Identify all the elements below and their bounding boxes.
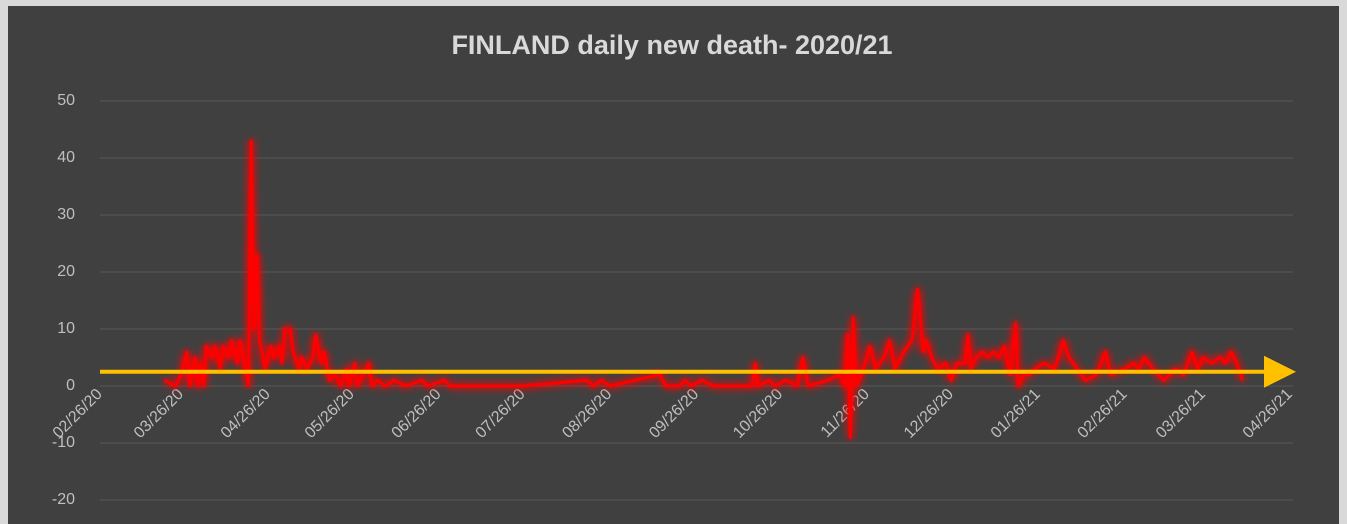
y-tick-label: 50 bbox=[57, 92, 75, 109]
chart-background bbox=[8, 6, 1339, 524]
data-line bbox=[163, 139, 1244, 439]
y-tick-label: -20 bbox=[52, 491, 75, 508]
y-tick-label: -10 bbox=[52, 434, 75, 451]
y-tick-label: 20 bbox=[57, 263, 75, 280]
y-tick-label: 0 bbox=[66, 377, 75, 394]
y-tick-label: 30 bbox=[57, 206, 75, 223]
y-tick-label: 10 bbox=[57, 320, 75, 337]
y-tick-label: 40 bbox=[57, 149, 75, 166]
chart-title: FINLAND daily new death- 2020/21 bbox=[451, 30, 892, 60]
